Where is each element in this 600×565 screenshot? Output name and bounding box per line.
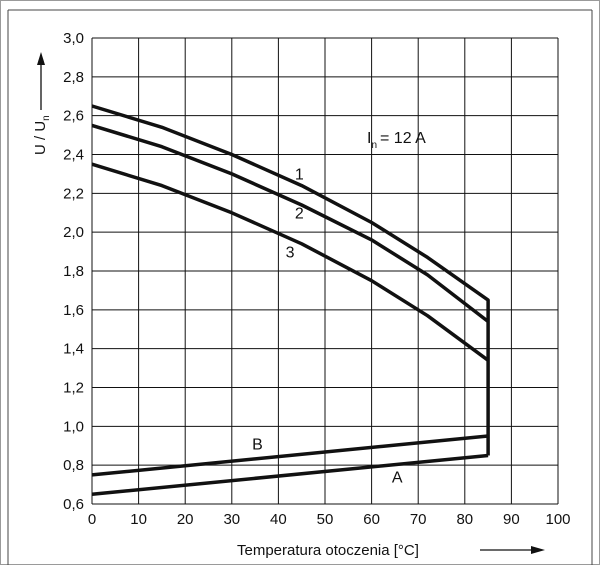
y-axis-label: U / Un [32, 115, 52, 155]
current-annotation-sub: n [371, 140, 377, 151]
x-tick-0: 0 [88, 511, 96, 528]
x-tick-70: 70 [410, 511, 427, 528]
x-tick-90: 90 [503, 511, 520, 528]
x-axis-arrow-head [531, 546, 545, 554]
x-tick-30: 30 [223, 511, 240, 528]
x-tick-60: 60 [363, 511, 380, 528]
y-tick-1-4: 1,4 [63, 341, 84, 358]
series-label-3: 3 [286, 244, 295, 261]
y-axis-arrow-head [37, 52, 45, 65]
y-tick-1-0: 1,0 [63, 418, 84, 435]
x-tick-10: 10 [130, 511, 147, 528]
y-tick-3-0: 3,0 [63, 30, 84, 47]
series-line-1 [91, 104, 490, 456]
series-line-A [91, 453, 489, 497]
series-label-2: 2 [295, 206, 304, 223]
x-tick-labels: 0 10 20 30 40 50 60 70 80 90 100 [88, 511, 571, 528]
current-annotation-rest: = 12 A [380, 130, 426, 147]
series-label-B: B [252, 437, 263, 454]
x-tick-50: 50 [317, 511, 334, 528]
y-tick-labels: 0,6 0,8 1,0 1,2 1,4 1,6 1,8 2,0 2,2 2,4 2,6 2,8 3,0 [63, 30, 84, 513]
series-line-B [91, 434, 489, 477]
y-axis-label-main: U / U [32, 121, 49, 155]
y-tick-2-2: 2,2 [63, 185, 84, 202]
series-line-3 [91, 162, 490, 362]
y-tick-1-6: 1,6 [63, 302, 84, 319]
y-tick-0-8: 0,8 [63, 457, 84, 474]
series-label-1: 1 [295, 167, 304, 184]
series-line-2 [91, 123, 490, 323]
grid [91, 37, 559, 505]
series-lines [91, 104, 490, 497]
series-labels: 1 2 3 B A [252, 167, 403, 487]
y-tick-1-8: 1,8 [63, 263, 84, 280]
x-tick-20: 20 [177, 511, 194, 528]
y-tick-1-2: 1,2 [63, 380, 84, 397]
x-tick-80: 80 [456, 511, 473, 528]
y-tick-2-4: 2,4 [63, 147, 84, 164]
x-axis-label: Temperatura otoczenia [°C] [237, 542, 419, 559]
y-tick-2-6: 2,6 [63, 108, 84, 125]
x-tick-100: 100 [545, 511, 570, 528]
y-tick-0-6: 0,6 [63, 496, 84, 513]
x-tick-40: 40 [270, 511, 287, 528]
current-annotation: In = 12 A [367, 130, 426, 151]
y-tick-2-0: 2,0 [63, 224, 84, 241]
y-tick-2-8: 2,8 [63, 69, 84, 86]
series-label-A: A [392, 470, 403, 487]
y-axis-label-sub: n [41, 115, 52, 121]
current-annotation-main: I [367, 130, 371, 147]
